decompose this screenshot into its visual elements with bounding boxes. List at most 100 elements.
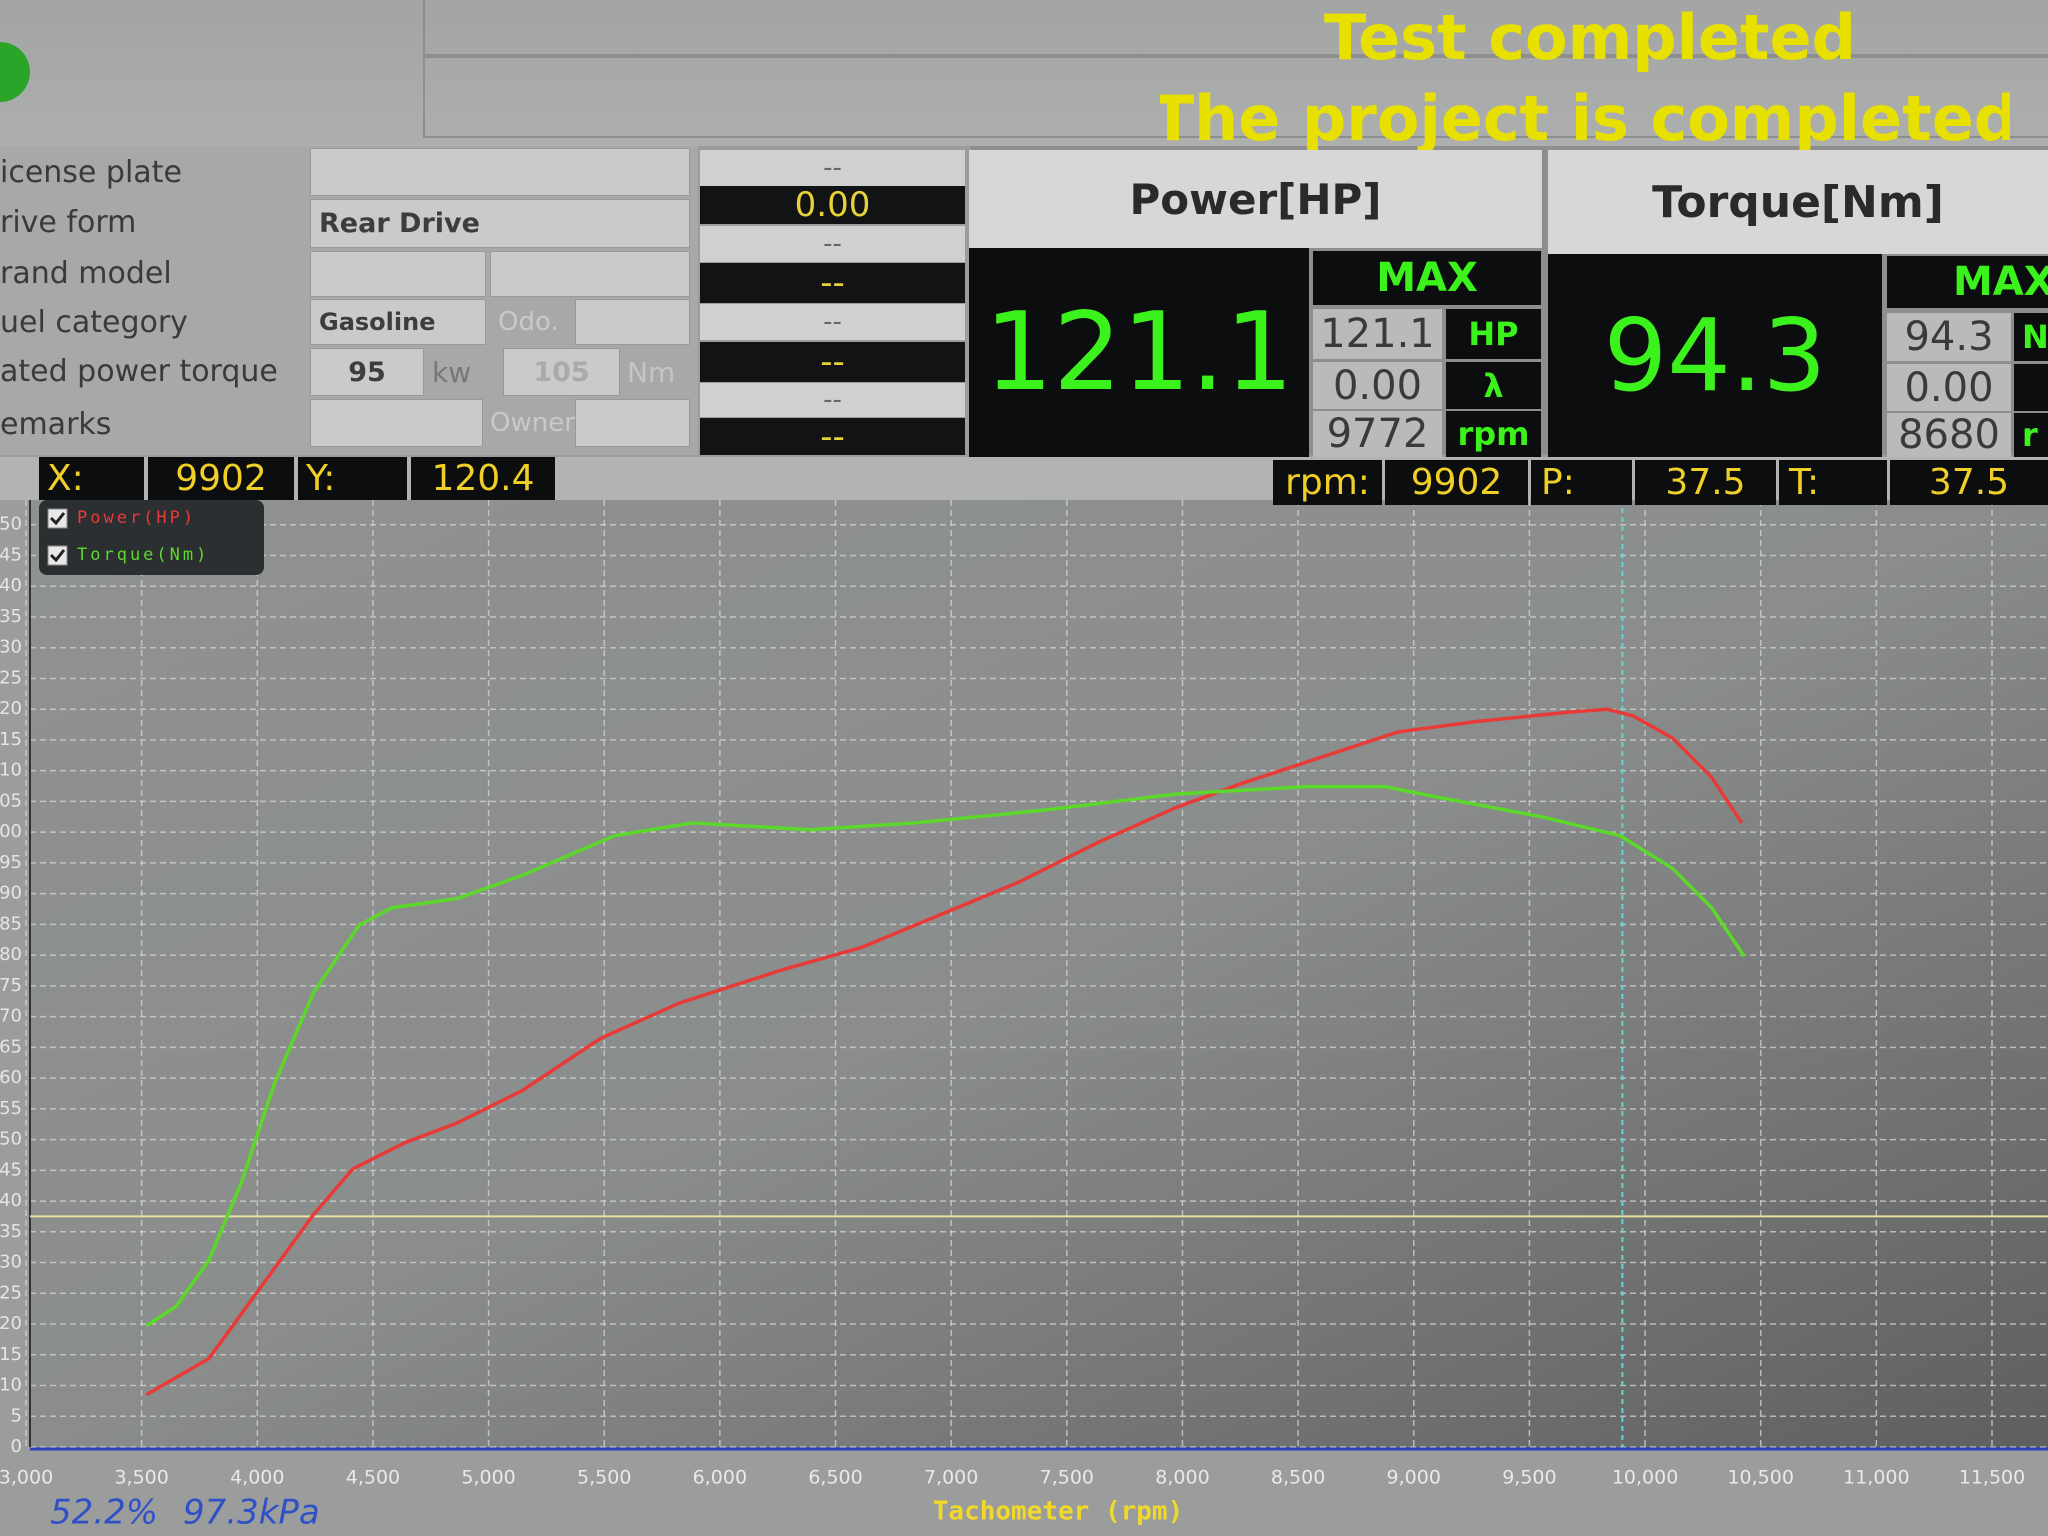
y-tick-label: 60: [0, 1067, 22, 1088]
legend-check: [49, 549, 66, 563]
y-tick-label: 80: [0, 944, 22, 965]
status-text: Test completed: [1324, 2, 1856, 72]
y-tick-label: 20: [0, 1313, 22, 1334]
y-tick-label: 95: [0, 852, 22, 873]
status-box: [423, 56, 2048, 138]
y-tick-label: 5: [11, 1405, 22, 1426]
cursor-x: 9902: [148, 457, 294, 500]
t-label: T:: [1779, 460, 1887, 505]
form-label: rand model: [0, 255, 172, 291]
torque-title: Torque[Nm]: [1548, 150, 2048, 254]
y-tick-label: 150: [0, 514, 22, 535]
cursor-x-label: X:: [39, 457, 144, 500]
power-value: 121.1: [969, 248, 1309, 457]
x-tick-label: 3,000: [0, 1467, 53, 1489]
x-tick-label: 6,000: [693, 1467, 747, 1489]
y-tick-label: 70: [0, 1006, 22, 1027]
fuel-select[interactable]: Gasoline: [310, 299, 486, 345]
p-value: 37.5: [1635, 460, 1776, 505]
x-tick-label: 5,000: [461, 1467, 515, 1489]
max-value: 94.3: [1887, 313, 2011, 361]
humidity: 52.2%: [50, 1493, 158, 1533]
x-tick-label: 6,500: [808, 1467, 862, 1489]
y-tick-label: 10: [0, 1375, 22, 1396]
y-tick-label: 65: [0, 1036, 22, 1057]
rpm-value: 9902: [1385, 460, 1528, 505]
y-tick-label: 110: [0, 760, 22, 781]
y-tick-label: 115: [0, 729, 22, 750]
max-unit: HP: [1446, 309, 1541, 359]
status-box: [423, 0, 2048, 56]
y-tick-label: 15: [0, 1344, 22, 1365]
y-tick-label: 45: [0, 1159, 22, 1180]
model-select[interactable]: [490, 251, 690, 297]
power-max-label: MAX: [1313, 251, 1541, 305]
y-tick-label: 85: [0, 913, 22, 934]
x-axis-title: Tachometer (rpm): [933, 1497, 1183, 1527]
project-status: The project is completed: [1160, 81, 2010, 155]
plot-area: [30, 490, 2048, 1450]
x-tick-label: 10,500: [1727, 1467, 1793, 1489]
readout: --: [700, 150, 965, 186]
cursor-y: 120.4: [411, 457, 555, 500]
top-bar: [0, 0, 2048, 146]
max-value: 0.00: [1313, 362, 1442, 409]
series-line: [145, 784, 1746, 1328]
x-tick-label: 5,500: [577, 1467, 631, 1489]
p-label: P:: [1531, 460, 1632, 505]
readout: 0.00: [700, 186, 965, 224]
legend-label: Torque(Nm): [77, 545, 209, 565]
x-tick-label: 11,500: [1959, 1467, 2025, 1489]
readout: --: [700, 226, 965, 262]
y-tick-label: 140: [0, 575, 22, 596]
max-value: 0.00: [1887, 364, 2011, 411]
x-tick-label: 7,500: [1040, 1467, 1094, 1489]
y-tick-label: 135: [0, 606, 22, 627]
drive-select[interactable]: Rear Drive: [310, 199, 690, 248]
y-tick-label: 105: [0, 790, 22, 811]
rpm-label: rpm:: [1273, 460, 1382, 505]
legend-box: [39, 500, 264, 575]
x-tick-label: 7,000: [924, 1467, 978, 1489]
t-value: 37.5: [1890, 460, 2048, 505]
max-unit: N: [2014, 313, 2048, 361]
rated-torque-input[interactable]: 105: [503, 348, 620, 396]
form-label: ated power torque: [0, 353, 278, 389]
y-tick-label: 30: [0, 1252, 22, 1273]
y-tick-label: 75: [0, 975, 22, 996]
torque-unit: Nm: [627, 355, 676, 389]
legend-label: Power(HP): [77, 508, 196, 528]
y-tick-label: 25: [0, 1282, 22, 1303]
x-tick-label: 11,000: [1843, 1467, 1909, 1489]
x-tick-label: 9,500: [1502, 1467, 1556, 1489]
cursor-y-label: Y:: [298, 457, 407, 500]
max-unit: λ: [1446, 362, 1541, 409]
brand-select[interactable]: [310, 251, 486, 297]
x-tick-label: 4,000: [230, 1467, 284, 1489]
readout: --: [700, 418, 965, 455]
max-value: 8680: [1887, 413, 2011, 457]
form-label: emarks: [0, 406, 112, 442]
legend-check: [49, 512, 66, 526]
x-tick-label: 3,500: [114, 1467, 168, 1489]
torque-value: 94.3: [1548, 254, 1882, 457]
max-unit: r: [2014, 413, 2048, 457]
y-tick-label: 35: [0, 1221, 22, 1242]
odo-label: Odo.: [498, 307, 559, 337]
y-tick-label: 50: [0, 1129, 22, 1150]
owner-input[interactable]: [575, 399, 690, 447]
form-label: icense plate: [0, 154, 182, 190]
series-line: [145, 707, 1744, 1397]
torque-max-label: MAX: [1887, 256, 2048, 308]
remarks-input[interactable]: [310, 399, 483, 447]
y-tick-label: 100: [0, 821, 22, 842]
y-tick-label: 55: [0, 1098, 22, 1119]
readout: --: [700, 383, 965, 417]
max-value: 121.1: [1313, 309, 1442, 359]
pressure: 97.3kPa: [183, 1493, 320, 1533]
license-input[interactable]: [310, 148, 690, 196]
rated-power-input[interactable]: 95: [310, 348, 424, 396]
odo-input[interactable]: [575, 299, 690, 345]
